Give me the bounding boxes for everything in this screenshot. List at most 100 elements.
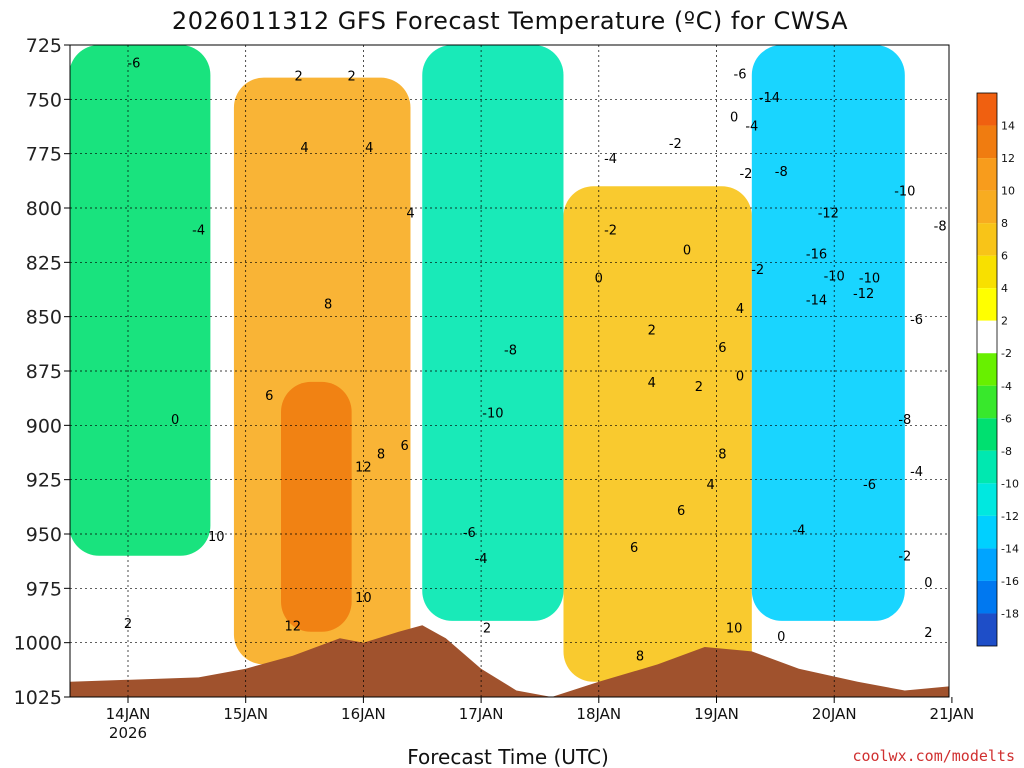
temperature-region-3: [422, 45, 564, 621]
temperature-fill-regions: [70, 45, 905, 682]
x-axis-title: Forecast Time (UTC): [407, 745, 609, 768]
contour-label-49: -12: [853, 287, 874, 302]
contour-label-32: 4: [706, 478, 714, 493]
colorbar-label-3: 8: [1001, 217, 1008, 230]
colorbar-label-14: -16: [1001, 575, 1019, 588]
colorbar-label-6: 2: [1001, 315, 1008, 328]
contour-label-5: 2: [347, 69, 355, 84]
grid-lines: [70, 45, 949, 697]
temperature-region-4: [563, 186, 752, 682]
contour-label-19: -6: [463, 526, 476, 541]
contour-label-3: 0: [171, 413, 179, 428]
colorbar-label-12: -12: [1001, 510, 1019, 523]
x-tick-label-0: 14JAN: [106, 705, 151, 723]
contour-label-20: -4: [475, 552, 488, 567]
x-tick-label-4: 18JAN: [576, 705, 621, 723]
contour-label-26: 0: [595, 272, 603, 287]
contour-label-57: -6: [863, 478, 876, 493]
contour-label-39: -14: [759, 91, 780, 106]
contour-label-10: 6: [265, 389, 273, 404]
colorbar-swatch-6: [977, 288, 997, 321]
contour-label-55: -8: [898, 413, 911, 428]
contour-label-47: -10: [859, 272, 880, 287]
contour-label-41: -4: [745, 119, 758, 134]
colorbar-frame: [976, 92, 998, 647]
y-tick-label-7: 900: [26, 415, 62, 437]
contour-label-38: -6: [734, 67, 747, 82]
colorbar-swatch-1: [977, 125, 997, 159]
colorbar-swatch-8: [977, 353, 997, 386]
contour-label-30: 6: [718, 341, 726, 356]
y-tick-label-12: 1025: [14, 687, 62, 709]
y-tick-label-6: 875: [26, 361, 62, 383]
colorbar-label-7: -2: [1001, 347, 1012, 360]
contour-label-6: 4: [300, 141, 308, 156]
colorbar-swatch-2: [977, 158, 997, 191]
colorbar-label-5: 4: [1001, 282, 1008, 295]
contour-label-35: 8: [718, 448, 726, 463]
y-tick-label-4: 825: [26, 252, 62, 274]
y-tick-label-2: 775: [26, 144, 62, 166]
contour-label-43: -8: [775, 165, 788, 180]
contour-label-15: 12: [285, 619, 302, 634]
colorbar-label-0: 14: [1001, 120, 1015, 133]
contour-label-50: -14: [806, 293, 827, 308]
colorbar-label-11: -10: [1001, 477, 1019, 490]
colorbar-swatch-15: [977, 580, 997, 614]
contour-label-28: 4: [648, 376, 656, 391]
contour-label-44: -12: [818, 206, 839, 221]
contour-label-2: 2: [124, 617, 132, 632]
contour-label-60: 0: [924, 576, 932, 591]
y-axis: 725 750 775 800 825 850 875 900 925 950 975 1000 102…: [14, 35, 70, 709]
contour-label-62: 2: [924, 626, 932, 641]
contour-label-51: -10: [894, 185, 915, 200]
contour-label-25: 0: [683, 243, 691, 258]
contour-label-42: -2: [739, 167, 752, 182]
colorbar-swatch-16: [977, 613, 997, 646]
colorbar-label-13: -14: [1001, 542, 1019, 555]
x-tick-label-1: 15JAN: [223, 705, 268, 723]
contour-label-37: 10: [726, 621, 743, 636]
chart-title: 2026011312 GFS Forecast Temperature (ºC)…: [172, 7, 848, 35]
contour-label-4: 2: [295, 69, 303, 84]
contour-label-52: -8: [934, 219, 947, 234]
colorbar-label-10: -8: [1001, 445, 1012, 458]
temperature-region-0: [70, 45, 211, 556]
contour-label-18: -8: [504, 343, 517, 358]
contour-label-14: 10: [208, 530, 225, 545]
credit-text: coolwx.com/modelts: [852, 747, 1015, 765]
x-tick-label-3: 17JAN: [459, 705, 504, 723]
colorbar-swatch-12: [977, 483, 997, 516]
contour-label-9: 8: [324, 298, 332, 313]
colorbar-label-1: 12: [1001, 152, 1015, 165]
colorbar-swatch-14: [977, 548, 997, 581]
contour-label-48: -10: [824, 269, 845, 284]
contour-label-46: -2: [751, 263, 764, 278]
x-tick-label-2: 16JAN: [341, 705, 386, 723]
contour-label-61: 0: [777, 630, 785, 645]
colorbar: 14 12 10 8 6 4 2 -2 -4 -6 -8 -10 -12 -14 -16 -18: [976, 92, 1019, 647]
terrain-surface: [70, 625, 949, 697]
contour-label-34: 6: [630, 541, 638, 556]
colorbar-swatch-11: [977, 450, 997, 484]
contour-label-58: -4: [792, 524, 805, 539]
y-tick-label-1: 750: [26, 89, 62, 111]
contour-label-13: 6: [400, 439, 408, 454]
contour-label-27: 2: [648, 324, 656, 339]
contour-label-33: 6: [677, 504, 685, 519]
colorbar-swatch-4: [977, 223, 997, 256]
contour-label-45: -16: [806, 248, 827, 263]
temperature-region-1: [233, 77, 411, 665]
colorbar-label-2: 10: [1001, 185, 1015, 198]
x-tick-label-6: 20JAN: [812, 705, 857, 723]
contour-label-40: 0: [730, 111, 738, 126]
y-tick-label-10: 975: [26, 578, 62, 600]
y-tick-label-11: 1000: [14, 633, 62, 655]
x-tick-sublabel-0: 2026: [109, 724, 147, 742]
contour-label-54: 0: [736, 369, 744, 384]
contour-label-29: 2: [695, 380, 703, 395]
contour-label-36: 8: [636, 650, 644, 665]
